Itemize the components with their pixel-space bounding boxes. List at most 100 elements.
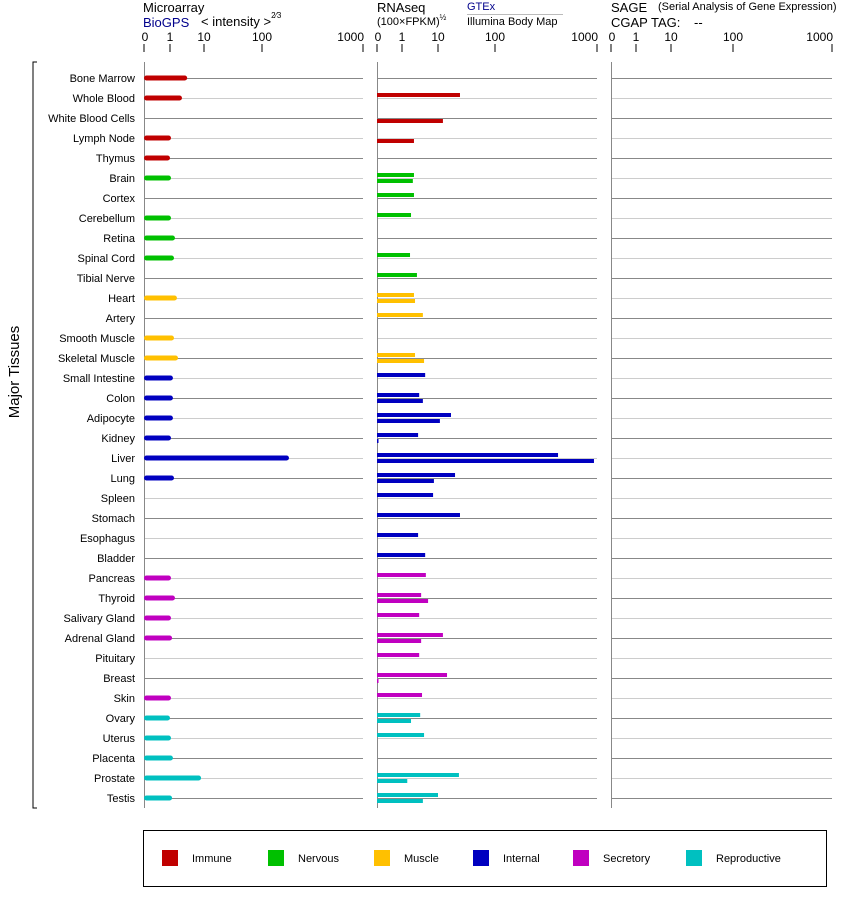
rnaseq-illumina-bar — [377, 119, 443, 123]
rnaseq-gtex-bar — [377, 453, 559, 457]
rnaseq-illumina-bar — [377, 639, 422, 643]
microarray-bar — [144, 635, 173, 641]
sage-tick-label: 1000 — [806, 30, 833, 44]
tissue-label: Testis — [107, 793, 136, 805]
microarray-tick-label: 100 — [252, 30, 272, 44]
microarray-bar — [144, 95, 182, 101]
microarray-tick-label: 1 — [167, 30, 174, 44]
rnaseq-gtex-bar — [377, 513, 460, 517]
illumina-label: Illumina Body Map — [467, 16, 558, 28]
tissue-label: Artery — [106, 313, 136, 325]
tissue-label: Small Intestine — [63, 373, 135, 385]
microarray-bar — [144, 175, 171, 181]
rnaseq-gtex-bar — [377, 413, 451, 417]
rnaseq-illumina-bar — [377, 359, 425, 363]
legend-label-muscle: Muscle — [404, 853, 439, 865]
cgap-tag-value: -- — [694, 15, 703, 30]
rnaseq-gtex-bar — [377, 673, 448, 677]
microarray-bar — [144, 795, 173, 801]
microarray-bar — [144, 475, 174, 481]
source-divider — [467, 14, 563, 15]
sage-tick-label: 0 — [609, 30, 616, 44]
tissue-label: Esophagus — [80, 533, 136, 545]
rnaseq-gtex-bar — [377, 633, 443, 637]
microarray-bar — [144, 335, 174, 341]
legend-label-reproductive: Reproductive — [716, 853, 781, 865]
rnaseq-gtex-bar — [377, 533, 419, 537]
legend-swatch-reproductive — [686, 850, 702, 866]
microarray-bar — [144, 215, 171, 221]
microarray-bar — [144, 595, 175, 601]
gtex-link[interactable]: GTEx — [467, 1, 496, 13]
tissue-label: Retina — [103, 233, 136, 245]
rnaseq-scale: (100×FPKM)½ — [377, 13, 446, 28]
rnaseq-tick-label: 1 — [399, 30, 406, 44]
rnaseq-illumina-bar — [377, 479, 434, 483]
rnaseq-gtex-bar — [377, 473, 456, 477]
rnaseq-illumina-bar — [377, 139, 414, 143]
rnaseq-illumina-bar — [377, 679, 379, 683]
microarray-tick-label: 1000 — [337, 30, 364, 44]
rnaseq-gtex-bar — [377, 433, 419, 437]
rnaseq-gtex-bar — [377, 773, 459, 777]
tissue-label: Spinal Cord — [78, 253, 135, 265]
rnaseq-gtex-bar — [377, 253, 411, 257]
rnaseq-illumina-bar — [377, 419, 440, 423]
legend-swatch-secretory — [573, 850, 589, 866]
tissue-label: Adrenal Gland — [65, 633, 135, 645]
microarray-bar — [144, 255, 174, 261]
tissue-label: Uterus — [103, 733, 136, 745]
rnaseq-gtex-bar — [377, 193, 414, 197]
rnaseq-title: RNAseq — [377, 0, 426, 15]
microarray-bar — [144, 435, 171, 441]
sage-title: SAGE — [611, 0, 648, 15]
tissue-label: Thyroid — [98, 593, 135, 605]
rnaseq-gtex-bar — [377, 693, 423, 697]
y-axis-label: Major Tissues — [6, 326, 23, 419]
rnaseq-tick-label: 100 — [485, 30, 505, 44]
sage-tick-label: 100 — [723, 30, 743, 44]
legend-swatch-immune — [162, 850, 178, 866]
rnaseq-gtex-bar — [377, 493, 434, 497]
microarray-bar — [144, 395, 173, 401]
tissue-label: Whole Blood — [73, 93, 135, 105]
tissue-label: Brain — [109, 173, 135, 185]
microarray-bar — [144, 575, 171, 581]
microarray-bar — [144, 715, 170, 721]
legend-label-internal: Internal — [503, 853, 540, 865]
microarray-title: Microarray — [143, 0, 205, 15]
rnaseq-gtex-bar — [377, 173, 414, 177]
tissue-label: Tibial Nerve — [77, 273, 135, 285]
rnaseq-gtex-bar — [377, 213, 412, 217]
legend-label-secretory: Secretory — [603, 853, 651, 865]
legend-swatch-nervous — [268, 850, 284, 866]
rnaseq-gtex-bar — [377, 593, 422, 597]
microarray-bar — [144, 775, 202, 781]
tissue-label: Stomach — [92, 513, 135, 525]
tissue-label: Skin — [114, 693, 135, 705]
cgap-tag-label: CGAP TAG: — [611, 15, 681, 30]
microarray-exponent: 2⁄3 — [271, 11, 282, 20]
rnaseq-gtex-bar — [377, 313, 423, 317]
biogps-link[interactable]: BioGPS — [143, 15, 190, 30]
microarray-bar — [144, 135, 171, 141]
microarray-bar — [144, 155, 170, 161]
legend-swatch-internal — [473, 850, 489, 866]
tissue-label: Prostate — [94, 773, 135, 785]
rnaseq-gtex-bar — [377, 93, 460, 97]
microarray-bar — [144, 755, 173, 761]
tissue-label: Kidney — [101, 433, 135, 445]
rnaseq-tick-label: 0 — [375, 30, 382, 44]
tissue-label: Cerebellum — [79, 213, 135, 225]
tissue-label: Bone Marrow — [70, 73, 135, 85]
tissue-label: Lung — [111, 473, 135, 485]
tissue-label: Liver — [111, 453, 135, 465]
rnaseq-illumina-bar — [377, 719, 412, 723]
rnaseq-gtex-bar — [377, 573, 426, 577]
tissue-label: Heart — [108, 293, 135, 305]
rnaseq-gtex-bar — [377, 273, 417, 277]
sage-tick-label: 1 — [633, 30, 640, 44]
legend — [143, 830, 827, 887]
rnaseq-gtex-bar — [377, 353, 416, 357]
